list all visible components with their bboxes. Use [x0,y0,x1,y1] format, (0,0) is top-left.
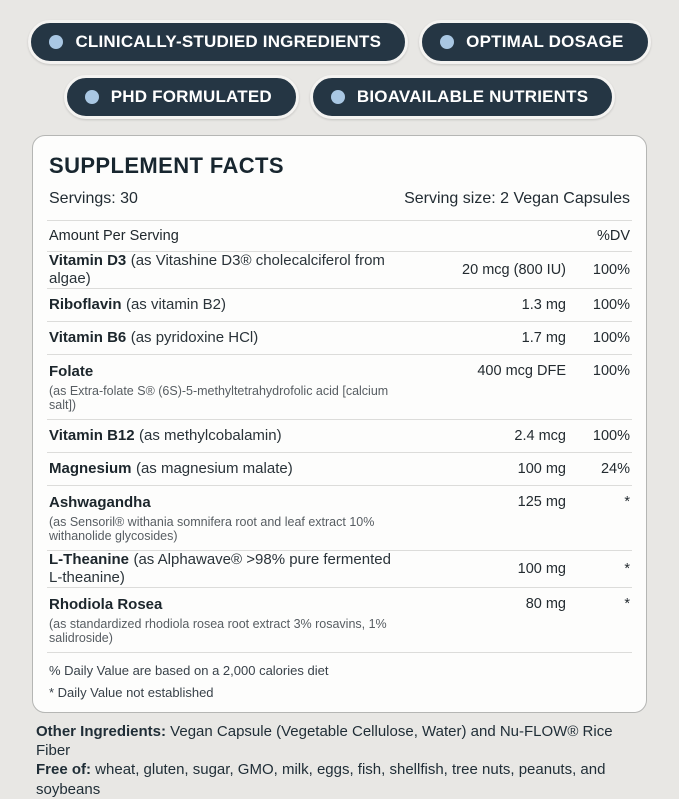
ingredient-amount: 400 mcg DFE [477,363,566,379]
ingredient-amount: 2.4 mcg [514,428,566,444]
ingredient-dv: 100% [592,363,630,379]
ingredient-dv: 100% [592,330,630,346]
ingredient-cell: Magnesium (as magnesium malate) [49,460,406,478]
ingredient-description: (as Alphawave® >98% pure fermented L-the… [49,551,391,586]
badge-row-1: CLINICALLY-STUDIED INGREDIENTS OPTIMAL D… [28,20,651,64]
ingredient-name: Vitamin B6 [49,329,127,346]
bullet-dot-icon [84,90,99,104]
badge-label: OPTIMAL DOSAGE [466,32,624,51]
ingredient-amount: 125 mg [517,494,566,510]
supplement-facts-panel: SUPPLEMENT FACTS Servings: 30 Serving si… [32,135,647,713]
table-row: L-Theanine (as Alphawave® >98% pure ferm… [47,550,632,587]
ingredient-cell: Folate (as Extra-folate S® (6S)-5-methyl… [49,363,406,412]
ingredient-description: (as standardized rhodiola rosea root ext… [49,617,387,645]
panel-title: SUPPLEMENT FACTS [49,153,284,178]
ingredient-amount: 1.3 mg [521,297,566,313]
bullet-dot-icon [49,35,64,49]
free-of-text: wheat, gluten, sugar, GMO, milk, eggs, f… [36,761,606,798]
ingredient-cell: Ashwagandha (as Sensoril® withania somni… [49,494,406,543]
serving-size: Serving size: 2 Vegan Capsules [404,190,630,207]
ingredient-amount: 100 mg [517,461,566,477]
bullet-dot-icon [440,35,455,49]
ingredient-name: Folate [49,363,94,380]
ingredient-amount: 20 mcg (800 IU) [462,262,566,278]
table-row: Rhodiola Rosea (as standardized rhodiola… [47,587,632,652]
table-row: Magnesium (as magnesium malate) 100 mg 2… [47,452,632,485]
servings-row: Servings: 30 Serving size: 2 Vegan Capsu… [47,181,632,220]
table-row: Folate (as Extra-folate S® (6S)-5-methyl… [47,354,632,419]
servings-count: Servings: 30 [49,190,138,207]
dv-header: %DV [596,228,630,244]
ingredient-cell: Vitamin B12 (as methylcobalamin) [49,427,406,445]
ingredient-cell: Riboflavin (as vitamin B2) [49,296,406,314]
ingredient-cell: Vitamin D3 (as Vitashine D3® cholecalcif… [49,252,406,288]
amount-per-serving-header: Amount Per Serving [49,228,179,244]
badge-bioavailable-nutrients: BIOAVAILABLE NUTRIENTS [309,75,616,119]
daily-value-footnote: % Daily Value are based on a 2,000 calor… [49,663,329,678]
ingredient-cell: L-Theanine (as Alphawave® >98% pure ferm… [49,551,406,587]
badge-row-2: PHD FORMULATED BIOAVAILABLE NUTRIENTS [63,75,616,119]
ingredient-name: Vitamin B12 [49,427,135,444]
ingredient-name: Magnesium [49,460,132,477]
table-row: Vitamin B6 (as pyridoxine HCl) 1.7 mg 10… [47,321,632,354]
ingredient-amount: 1.7 mg [521,330,566,346]
table-row: Ashwagandha (as Sensoril® withania somni… [47,485,632,550]
badge-phd-formulated: PHD FORMULATED [63,75,299,119]
ingredient-description: (as pyridoxine HCl) [130,329,259,346]
badge-label: PHD FORMULATED [110,87,272,106]
ingredient-dv: * [624,561,630,577]
free-of-line: Free of: wheat, gluten, sugar, GMO, milk… [36,760,643,798]
badge-label: CLINICALLY-STUDIED INGREDIENTS [75,32,382,51]
ingredient-dv: 100% [592,262,630,278]
ingredient-name: Rhodiola Rosea [49,596,163,613]
other-ingredients-line: Other Ingredients: Vegan Capsule (Vegeta… [36,722,643,760]
bullet-dot-icon [330,90,345,104]
ingredient-description: (as Vitashine D3® cholecalciferol from a… [49,252,385,287]
ingredient-description: (as magnesium malate) [135,460,293,477]
ingredient-dv: 24% [600,461,630,477]
footnotes: % Daily Value are based on a 2,000 calor… [47,652,632,712]
free-of-label: Free of: [36,761,92,779]
not-established-footnote: * Daily Value not established [49,685,214,700]
ingredient-name: L-Theanine [49,551,130,568]
table-row: Vitamin D3 (as Vitashine D3® cholecalcif… [47,251,632,288]
label-footer: Other Ingredients: Vegan Capsule (Vegeta… [36,722,643,799]
badge-clinically-studied: CLINICALLY-STUDIED INGREDIENTS [28,20,409,64]
badge-label: BIOAVAILABLE NUTRIENTS [356,87,589,106]
ingredient-name: Vitamin D3 [49,252,127,269]
ingredient-dv: * [624,494,630,510]
ingredient-dv: * [624,596,630,612]
ingredient-description: (as Extra-folate S® (6S)-5-methyltetrahy… [49,384,389,412]
ingredient-description: (as vitamin B2) [125,296,226,313]
ingredient-name: Riboflavin [49,296,122,313]
ingredient-cell: Rhodiola Rosea (as standardized rhodiola… [49,596,406,645]
facts-table-body: Vitamin D3 (as Vitashine D3® cholecalcif… [47,251,632,652]
ingredient-amount: 80 mg [525,596,566,612]
ingredient-dv: 100% [592,428,630,444]
ingredient-name: Ashwagandha [49,494,151,511]
ingredient-amount: 100 mg [517,561,566,577]
table-header: Amount Per Serving %DV [47,220,632,251]
ingredient-dv: 100% [592,297,630,313]
other-ingredients-label: Other Ingredients: [36,723,167,740]
badge-optimal-dosage: OPTIMAL DOSAGE [419,20,651,64]
ingredient-description: (as Sensoril® withania somnifera root an… [49,515,375,543]
benefit-badges: CLINICALLY-STUDIED INGREDIENTS OPTIMAL D… [0,20,679,119]
table-row: Vitamin B12 (as methylcobalamin) 2.4 mcg… [47,419,632,452]
ingredient-description: (as methylcobalamin) [139,427,282,444]
ingredient-cell: Vitamin B6 (as pyridoxine HCl) [49,329,406,347]
table-row: Riboflavin (as vitamin B2) 1.3 mg 100% [47,288,632,321]
